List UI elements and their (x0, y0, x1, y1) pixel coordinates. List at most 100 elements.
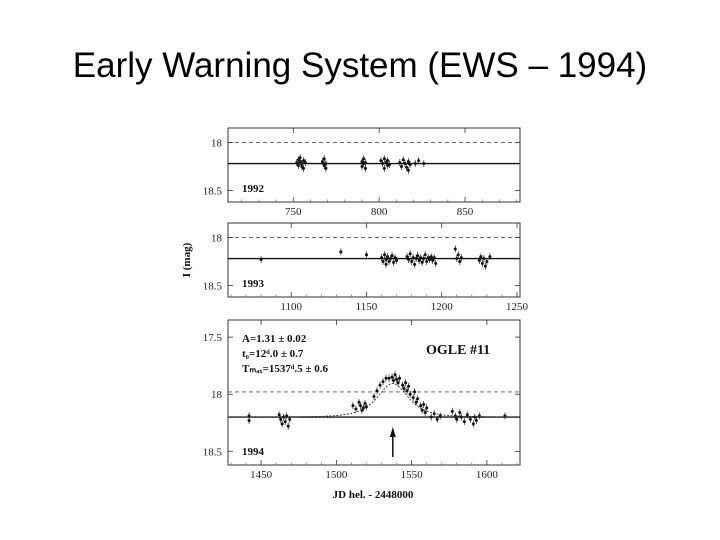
data-point (384, 376, 388, 380)
panels-layer: 750 800 850 18 18.5 1992 1100 1150 1200 1250 18 18.… (203, 127, 529, 481)
x-tick-label: 1500 (325, 469, 348, 481)
data-point (279, 417, 283, 421)
data-point (416, 254, 420, 258)
model-curve (228, 383, 520, 418)
panel-1993: 1100 1150 1200 1250 18 18.5 1993 (203, 222, 529, 313)
data-point (298, 160, 302, 164)
data-point (465, 413, 469, 417)
data-point (384, 262, 388, 266)
x-tick-label: 1150 (356, 301, 378, 313)
panel-frame (227, 319, 521, 466)
data-point (406, 168, 410, 172)
data-point (402, 387, 406, 391)
data-point (408, 252, 412, 256)
data-point (302, 159, 306, 163)
data-point (474, 418, 478, 422)
x-tick-label: 1450 (250, 469, 273, 481)
data-point (411, 396, 415, 400)
data-point (322, 163, 326, 167)
data-point (363, 401, 367, 405)
data-point (399, 164, 403, 168)
data-point (401, 158, 405, 162)
y-tick-label: 18 (211, 137, 223, 149)
y-tick-label: 18 (211, 389, 223, 401)
data-point (381, 162, 385, 166)
season-label: 1992 (242, 183, 265, 195)
season-label: 1994 (242, 446, 265, 458)
data-point (322, 157, 326, 161)
data-point (471, 422, 475, 426)
data-point (300, 164, 304, 168)
data-point (414, 400, 418, 404)
data-point (392, 379, 396, 383)
data-point (280, 422, 284, 426)
data-point (413, 262, 417, 266)
data-point (247, 418, 251, 422)
data-point (375, 389, 379, 393)
data-point (423, 253, 427, 257)
data-point (277, 413, 281, 417)
data-point (395, 258, 399, 262)
data-point (450, 409, 454, 413)
data-point (405, 389, 409, 393)
data-point (395, 377, 399, 381)
data-point (458, 410, 462, 414)
y-tick-label: 18.5 (203, 446, 223, 458)
data-point (407, 258, 411, 262)
data-point (414, 257, 418, 261)
data-point (420, 260, 424, 264)
y-tick-label: 17.5 (203, 332, 223, 344)
data-point (483, 264, 487, 268)
data-point (390, 375, 394, 379)
data-point (422, 402, 426, 406)
x-tick-label: 800 (371, 206, 388, 218)
x-tick-label: 1250 (506, 301, 529, 313)
data-point (419, 404, 423, 408)
data-point (455, 257, 459, 261)
data-point (351, 404, 355, 408)
fit-parameter-text: Tₘₐₓ=1537ᵈ.5 ± 0.6 (242, 363, 328, 375)
data-point (431, 258, 435, 262)
data-point (479, 255, 483, 259)
data-point (320, 160, 324, 164)
fit-parameter-text: t₀=12ᵈ.0 ± 0.7 (242, 348, 304, 360)
data-point (482, 257, 486, 261)
fit-parameter-text: A=1.31 ± 0.02 (242, 333, 307, 345)
data-point (382, 157, 386, 161)
data-point (363, 166, 367, 170)
panel-1992: 750 800 850 18 18.5 1992 (203, 127, 521, 218)
data-point (383, 253, 387, 257)
data-point (468, 417, 472, 421)
data-point (456, 253, 460, 257)
x-tick-label: 750 (285, 206, 302, 218)
data-point (458, 259, 462, 263)
data-point (324, 162, 328, 166)
season-label: 1993 (242, 278, 265, 290)
x-tick-label: 1600 (476, 469, 499, 481)
x-axis-label: JD hel. - 2448000 (333, 489, 414, 501)
data-point (453, 247, 457, 251)
data-point (425, 406, 429, 410)
tmax-arrow-head (389, 427, 396, 437)
y-tick-label: 18.5 (203, 185, 223, 197)
data-point (384, 258, 388, 262)
data-point (378, 383, 382, 387)
data-point (288, 417, 292, 421)
data-point (403, 162, 407, 166)
data-point (364, 253, 368, 257)
data-point (405, 255, 409, 259)
data-point (404, 381, 408, 385)
data-point (357, 400, 361, 404)
data-point (360, 160, 364, 164)
data-point (295, 161, 299, 165)
data-point (282, 415, 286, 419)
panel-frame (227, 222, 521, 298)
data-point (384, 161, 388, 165)
data-point (417, 258, 421, 262)
data-point (298, 156, 302, 160)
data-point (413, 390, 417, 394)
data-point (406, 160, 410, 164)
data-point (417, 159, 421, 163)
data-point (283, 420, 287, 424)
data-point (401, 383, 405, 387)
